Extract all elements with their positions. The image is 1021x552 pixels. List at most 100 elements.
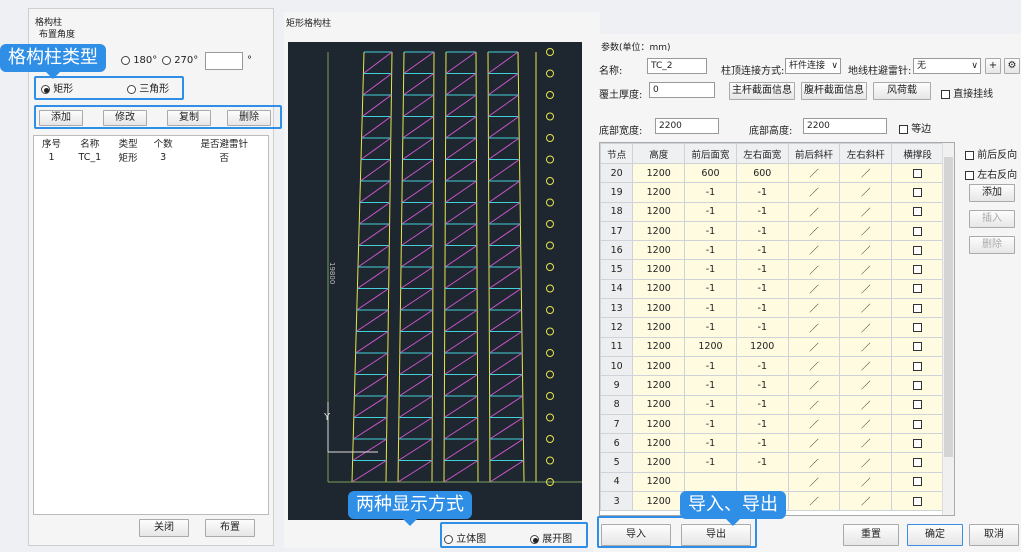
lr-brace-cell[interactable]: ／ [839, 298, 893, 319]
fb-brace-cell[interactable]: ／ [787, 317, 841, 338]
name-input[interactable]: TC_2 [647, 58, 707, 74]
lr-brace-cell[interactable]: ／ [839, 452, 893, 473]
strut-checkbox[interactable] [913, 187, 923, 197]
strut-checkbox[interactable] [913, 400, 923, 410]
lr-reverse-option[interactable]: 左右反向 [965, 166, 1017, 181]
equal-option[interactable]: 等边 [899, 120, 931, 135]
table-row[interactable]: 13 1200 -1 -1 ／／ [600, 298, 944, 319]
view-unfold-option[interactable]: 展开图 [530, 530, 572, 545]
grid-scrollbar[interactable] [942, 143, 954, 515]
strut-cell[interactable] [891, 278, 944, 300]
table-row[interactable]: 11 1200 1200 1200 ／／ [600, 336, 944, 357]
top-connect-select[interactable]: 杆件连接 ∨ [785, 58, 841, 74]
settings-button[interactable]: ⚙ [1004, 58, 1020, 74]
radio-270[interactable] [162, 55, 171, 65]
strut-cell[interactable] [891, 471, 944, 493]
grid-insert-button[interactable]: 插入 [969, 210, 1015, 228]
lr-brace-cell[interactable]: ／ [839, 375, 893, 396]
radio-rect[interactable] [41, 84, 50, 94]
table-row[interactable]: 14 1200 -1 -1 ／／ [600, 278, 944, 300]
strut-cell[interactable] [891, 317, 944, 338]
strut-checkbox[interactable] [913, 284, 923, 294]
lr-brace-cell[interactable]: ／ [839, 182, 893, 203]
lr-brace-cell[interactable]: ／ [839, 433, 893, 454]
lr-brace-cell[interactable]: ／ [839, 278, 893, 300]
column-list[interactable]: 序号 名称 类型 个数 是否避雷针 1 TC_1 矩形 3 否 [33, 135, 269, 515]
fb-brace-cell[interactable]: ／ [787, 162, 841, 184]
ok-button[interactable]: 确定 [907, 524, 963, 546]
radio-unfold[interactable] [530, 534, 539, 544]
strut-cell[interactable] [891, 355, 944, 377]
strut-cell[interactable] [891, 298, 944, 319]
table-row[interactable]: 19 1200 -1 -1 ／／ [600, 182, 944, 203]
strut-checkbox[interactable] [913, 303, 923, 313]
strut-cell[interactable] [891, 336, 944, 357]
fb-brace-cell[interactable]: ／ [787, 471, 841, 493]
fb-brace-cell[interactable]: ／ [787, 220, 841, 242]
strut-checkbox[interactable] [913, 419, 923, 429]
edit-button[interactable]: 修改 [103, 110, 147, 126]
strut-checkbox[interactable] [913, 168, 923, 178]
delete-button[interactable]: 删除 [227, 110, 271, 126]
lr-brace-cell[interactable]: ／ [839, 259, 893, 280]
scrollbar-thumb[interactable] [944, 157, 953, 457]
strut-checkbox[interactable] [913, 380, 923, 390]
strut-cell[interactable] [891, 433, 944, 454]
table-row[interactable]: 18 1200 -1 -1 ／／ [600, 201, 944, 222]
strut-checkbox[interactable] [913, 458, 923, 468]
fb-brace-cell[interactable]: ／ [787, 278, 841, 300]
table-row[interactable]: 7 1200 -1 -1 ／／ [600, 413, 944, 435]
bottom-width-input[interactable]: 2200 [655, 118, 719, 134]
add-button[interactable]: 添加 [39, 110, 83, 126]
strut-checkbox[interactable] [913, 265, 923, 275]
table-row[interactable]: 12 1200 -1 -1 ／／ [600, 317, 944, 338]
plus-button[interactable]: + [985, 58, 1001, 74]
strut-cell[interactable] [891, 220, 944, 242]
lr-brace-cell[interactable]: ／ [839, 471, 893, 493]
fb-brace-cell[interactable]: ／ [787, 355, 841, 377]
angle-180-option[interactable]: 180° [121, 55, 157, 66]
fb-brace-cell[interactable]: ／ [787, 201, 841, 222]
fb-brace-cell[interactable]: ／ [787, 452, 841, 473]
place-button[interactable]: 布置 [205, 519, 255, 537]
fb-brace-cell[interactable]: ／ [787, 298, 841, 319]
table-row[interactable]: 10 1200 -1 -1 ／／ [600, 355, 944, 377]
strut-checkbox[interactable] [913, 323, 923, 333]
fb-reverse-option[interactable]: 前后反向 [965, 146, 1017, 161]
table-row[interactable]: 17 1200 -1 -1 ／／ [600, 220, 944, 242]
strut-cell[interactable] [891, 413, 944, 435]
angle-input[interactable] [205, 52, 243, 70]
fb-brace-cell[interactable]: ／ [787, 433, 841, 454]
fb-reverse-checkbox[interactable] [965, 150, 974, 160]
table-row[interactable]: 5 1200 -1 -1 ／／ [600, 452, 944, 473]
lr-brace-cell[interactable]: ／ [839, 201, 893, 222]
lr-brace-cell[interactable]: ／ [839, 162, 893, 184]
strut-checkbox[interactable] [913, 496, 923, 506]
radio-3d[interactable] [444, 534, 453, 544]
lr-brace-cell[interactable]: ／ [839, 336, 893, 357]
lr-brace-cell[interactable]: ／ [839, 220, 893, 242]
table-row[interactable]: 8 1200 -1 -1 ／／ [600, 394, 944, 415]
radio-180[interactable] [121, 55, 130, 65]
fb-brace-cell[interactable]: ／ [787, 491, 841, 512]
strut-checkbox[interactable] [913, 477, 923, 487]
strut-checkbox[interactable] [913, 207, 923, 217]
strut-cell[interactable] [891, 182, 944, 203]
table-row[interactable]: 6 1200 -1 -1 ／／ [600, 433, 944, 454]
strut-cell[interactable] [891, 201, 944, 222]
fb-brace-cell[interactable]: ／ [787, 259, 841, 280]
fb-brace-cell[interactable]: ／ [787, 240, 841, 261]
list-item[interactable]: 1 TC_1 矩形 3 否 [48, 151, 230, 165]
strut-cell[interactable] [891, 452, 944, 473]
table-row[interactable]: 15 1200 -1 -1 ／／ [600, 259, 944, 280]
fb-brace-cell[interactable]: ／ [787, 336, 841, 357]
view-3d-option[interactable]: 立体图 [444, 530, 486, 545]
strut-cell[interactable] [891, 162, 944, 184]
grid-add-button[interactable]: 添加 [969, 184, 1015, 202]
fb-brace-cell[interactable]: ／ [787, 375, 841, 396]
lr-brace-cell[interactable]: ／ [839, 355, 893, 377]
type-rect-option[interactable]: 矩形 [41, 80, 73, 95]
fb-brace-cell[interactable]: ／ [787, 413, 841, 435]
lr-brace-cell[interactable]: ／ [839, 491, 893, 512]
table-row[interactable]: 9 1200 -1 -1 ／／ [600, 375, 944, 396]
